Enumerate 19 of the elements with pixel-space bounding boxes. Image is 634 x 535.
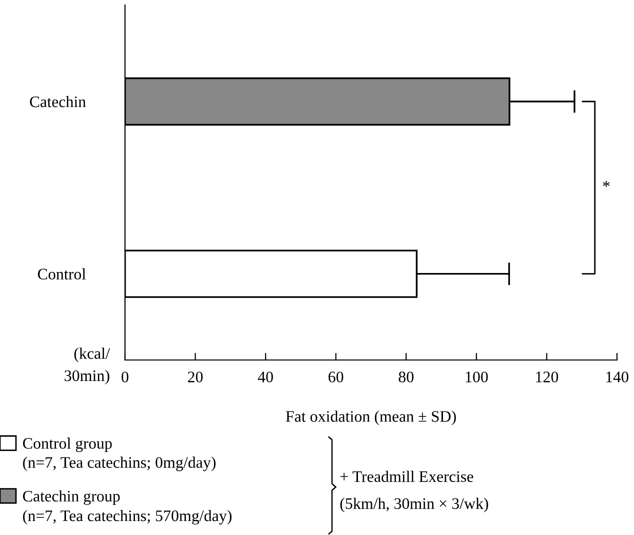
x-tick-label: 120 bbox=[536, 372, 558, 382]
text: (5km/h, 30min × 3/wk) bbox=[340, 498, 488, 512]
legend-label: Catechin group bbox=[23, 490, 120, 505]
text: + Treadmill Exercise bbox=[340, 470, 474, 482]
x-tick-label: 80 bbox=[398, 372, 414, 382]
y-tick-label: Catechin bbox=[30, 96, 86, 108]
x-tick-label: 140 bbox=[606, 372, 628, 382]
text: (kcal/ 30min) bbox=[64, 348, 110, 384]
text: (n=7, Tea catechins; 0mg/day) bbox=[23, 456, 216, 472]
text: (n=7, Tea catechins; 570mg/day) bbox=[23, 510, 232, 524]
x-axis-title: Fat oxidation (mean ± SD) bbox=[286, 410, 456, 426]
x-tick-label: 40 bbox=[258, 372, 273, 382]
annotation: * bbox=[603, 181, 610, 187]
x-tick-label: 100 bbox=[466, 372, 488, 382]
x-tick-label: 20 bbox=[188, 372, 203, 382]
legend-label: Control group bbox=[23, 438, 112, 452]
y-tick-label: Control bbox=[38, 268, 86, 280]
x-tick-label: 60 bbox=[328, 372, 344, 382]
x-tick-label: 0 bbox=[122, 372, 128, 382]
